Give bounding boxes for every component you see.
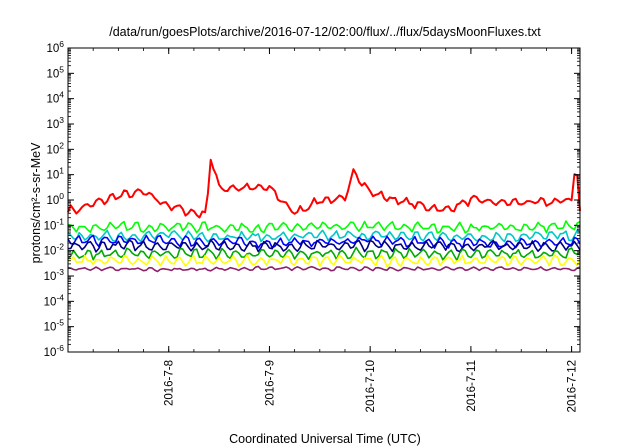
series-line-3 xyxy=(67,229,581,243)
y-tick-label: 106 xyxy=(46,39,64,55)
y-tick-label: 101 xyxy=(46,166,64,182)
y-tick-label: 103 xyxy=(46,115,64,131)
y-tick-label: 102 xyxy=(46,140,64,156)
y-tick-label: 10-2 xyxy=(44,242,65,258)
y-tick-label: 105 xyxy=(46,64,64,80)
y-axis-label: protons/cm²-s-sr-MeV xyxy=(29,142,43,264)
y-tick-label: 10-3 xyxy=(44,267,65,283)
y-tick-label: 10-6 xyxy=(44,343,65,359)
x-tick-label: 2016-7-11 xyxy=(466,360,478,412)
x-tick-label: 2016-7-8 xyxy=(164,360,176,406)
y-tick-label: 104 xyxy=(46,90,64,106)
x-axis-label: Coordinated Universal Time (UTC) xyxy=(229,432,421,446)
series-line-5 xyxy=(67,239,581,253)
series-line-2 xyxy=(67,220,581,234)
axes: 10-6 10-5 10-4 10-3 10-2 10-1 100 101 102 103 104 1… xyxy=(44,39,581,412)
chart-title: /data/run/goesPlots/archive/2016-07-12/0… xyxy=(109,25,541,39)
x-tick-label: 2016-7-12 xyxy=(567,360,579,412)
series-line-7 xyxy=(67,254,581,268)
x-tick-label: 2016-7-10 xyxy=(365,360,377,412)
y-tick-label: 100 xyxy=(46,191,64,207)
x-tick-label: 2016-7-9 xyxy=(264,360,276,406)
plot-area xyxy=(67,158,581,273)
y-tick-label: 10-4 xyxy=(44,292,65,308)
y-tick-label: 10-5 xyxy=(44,318,65,334)
series-line-8 xyxy=(67,265,581,273)
series-line-6 xyxy=(67,246,581,262)
y-tick-label: 10-1 xyxy=(44,216,65,232)
series-line-1 xyxy=(67,158,581,219)
